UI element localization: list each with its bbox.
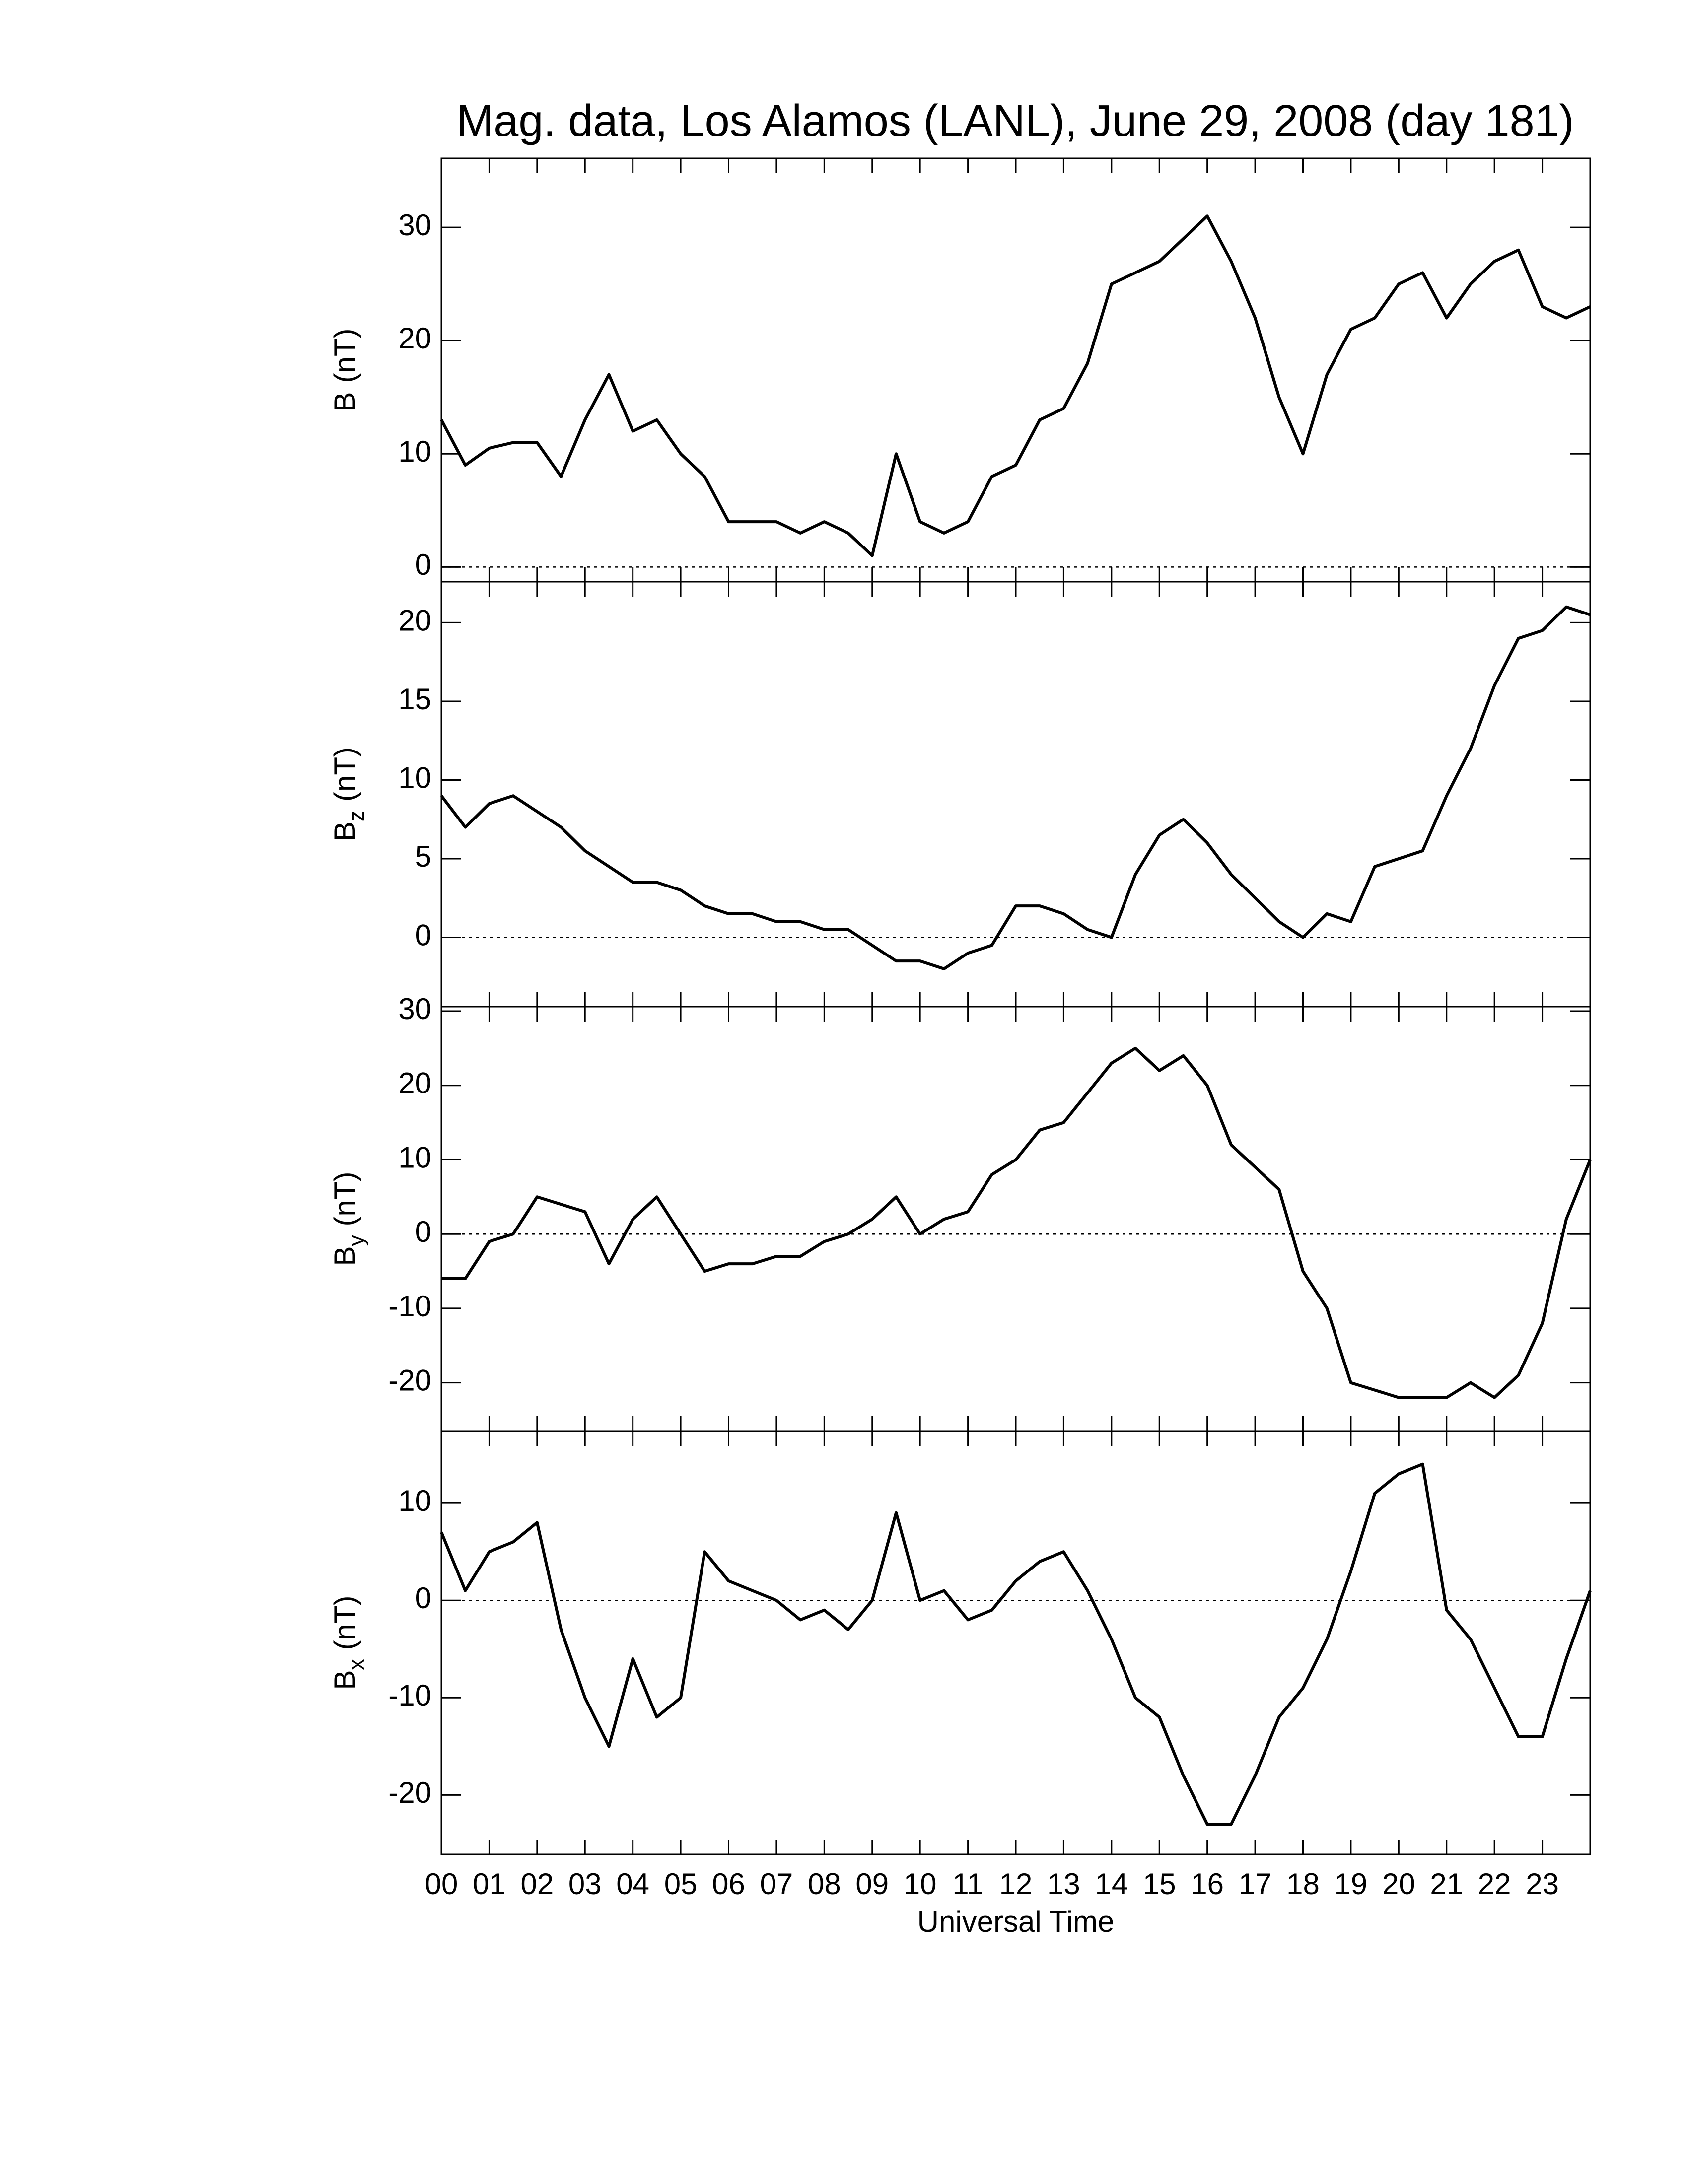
y-tick-label: 20 [398,1067,431,1100]
x-tick-label: 23 [1526,1867,1559,1901]
y-label-main: B [328,1246,361,1266]
x-tick-label: 00 [425,1867,458,1901]
y-label-unit: (nT) [328,1171,361,1226]
x-tick-label: 21 [1430,1867,1463,1901]
y-label-main: B [328,392,361,411]
y-tick-label: 30 [398,208,431,242]
y-label-unit: (nT) [328,1595,361,1650]
data-line [440,605,1591,970]
x-tick-label: 15 [1143,1867,1176,1901]
y-tick-label: 10 [398,1484,431,1517]
x-tick-label: 09 [855,1867,889,1901]
data-line [440,1462,1592,1826]
x-tick-label: 22 [1478,1867,1511,1901]
y-tick-label: 0 [415,918,431,952]
y-tick-label: -10 [388,1290,431,1323]
y-axis-label: Bz (nT) [328,747,369,841]
x-tick-label: 04 [616,1867,649,1901]
x-tick-label: 16 [1191,1867,1224,1901]
x-tick-label: 07 [760,1867,793,1901]
y-tick-label: 0 [415,548,431,581]
x-tick-label: 13 [1047,1867,1080,1901]
y-label-main: B [328,821,361,841]
y-tick-label: 10 [398,435,431,468]
y-label-sub: z [345,811,369,821]
x-tick-label: 05 [664,1867,698,1901]
x-tick-label: 02 [520,1867,554,1901]
x-tick-label: 17 [1239,1867,1272,1901]
x-tick-label: 08 [808,1867,841,1901]
x-tick-label: 06 [712,1867,745,1901]
chart-title: Mag. data, Los Alamos (LANL), June 29, 2… [456,96,1574,146]
x-tick-label: 11 [952,1867,983,1901]
y-axis-label: Bx (nT) [328,1595,369,1690]
y-tick-label: 15 [398,682,431,716]
y-axis-label: B (nT) [328,328,361,411]
x-tick-label: 01 [473,1867,506,1901]
x-axis-label: Universal Time [917,1905,1115,1938]
x-tick-label: 10 [904,1867,937,1901]
y-tick-label: -10 [388,1679,431,1712]
y-label-unit: (nT) [328,328,361,383]
x-tick-label: 14 [1095,1867,1128,1901]
y-tick-label: 5 [415,840,431,873]
y-label-unit: (nT) [328,747,361,802]
y-tick-label: 20 [398,604,431,637]
y-tick-label: 0 [415,1581,431,1615]
y-tick-label: -20 [388,1776,431,1809]
y-label-main: B [328,1670,361,1690]
data-line [441,1046,1592,1399]
data-line [440,214,1591,557]
y-tick-label: -20 [388,1364,431,1397]
y-label-sub: y [345,1235,369,1246]
x-tick-label: 12 [999,1867,1033,1901]
x-tick-label: 18 [1286,1867,1320,1901]
y-axis-label: By (nT) [328,1171,369,1266]
x-tick-label: 19 [1335,1867,1368,1901]
y-label-sub: x [345,1659,369,1670]
y-tick-label: 10 [398,1141,431,1174]
x-tick-label: 20 [1382,1867,1415,1901]
y-tick-label: 10 [398,761,431,794]
y-tick-label: 0 [415,1215,431,1248]
x-tick-label: 03 [568,1867,602,1901]
y-tick-label: 30 [398,992,431,1025]
y-tick-label: 20 [398,322,431,355]
